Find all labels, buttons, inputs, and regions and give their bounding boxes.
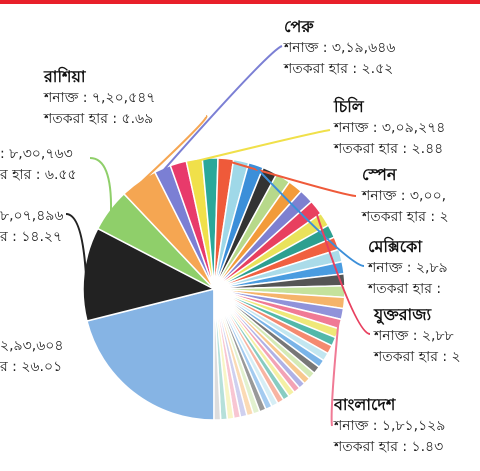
russia-name: রাশিয়া <box>44 67 86 86</box>
peru-rate: শতকরা হার : ২.৫২ <box>284 61 394 77</box>
leader-line-mexico <box>254 166 365 267</box>
spain-name: স্পেন <box>362 165 397 184</box>
label-uk: যুক্তরাজ্য শনাক্ত : ২,৮৮ শতকরা হার : ২ <box>374 304 461 368</box>
pie-slice-48 <box>213 288 222 421</box>
chile-name: চিলি <box>334 97 364 116</box>
spain-rate: শতকরা হার : ২ <box>362 209 449 225</box>
pie-slice-1 <box>82 227 217 322</box>
leader-line-peru <box>162 45 283 172</box>
label-india: : ৮,৩০,৭৬৩ র হার : ৬.৫৫ <box>0 144 77 186</box>
label-russia: রাশিয়া শনাক্ত : ৭,২০,৫৪৭ শতকরা হার : ৫.… <box>44 66 155 130</box>
uk-cases: শনাক্ত : ২,৮৮ <box>374 328 454 344</box>
label-usa: ২,৯৩,৬০৪ র : ২৬.০১ <box>0 336 63 378</box>
leader-line-spain <box>225 159 357 197</box>
usa-cases: ২,৯৩,৬০৪ <box>0 338 64 354</box>
leader-line-usa <box>107 344 136 392</box>
leader-line-bangladesh <box>330 323 340 427</box>
chile-rate: শতকরা হার : ২.৪৪ <box>334 141 444 157</box>
mexico-name: মেক্সিকো <box>368 237 422 256</box>
uk-rate: শতকরা হার : ২ <box>374 349 461 365</box>
brazil-rate: র : ১৪.২৭ <box>0 229 63 245</box>
leader-line-brazil <box>65 213 87 275</box>
peru-cases: শনাক্ত : ৩,১৯,৬৪৬ <box>284 40 396 56</box>
label-chile: চিলি শনাক্ত : ৩,০৯,২৭৪ শতকরা হার : ২.৪৪ <box>334 96 445 160</box>
brazil-cases: ৮,০৭,৪৯৬ <box>0 208 64 224</box>
leader-line-russia <box>139 115 208 185</box>
russia-rate: শতকরা হার : ৫.৬৯ <box>44 111 154 127</box>
spain-cases: শনাক্ত : ৩,০০, <box>362 188 447 204</box>
mexico-cases: শনাক্ত : ২,৮৯ <box>368 260 448 276</box>
label-mexico: মেক্সিকো শনাক্ত : ২,৮৯ শতকরা হার : <box>368 236 448 300</box>
bangladesh-cases: শনাক্ত : ১,৮১,১২৯ <box>334 418 446 434</box>
label-brazil: ৮,০৭,৪৯৬ র : ১৪.২৭ <box>0 206 63 248</box>
leader-line-india <box>89 157 113 212</box>
label-peru: পেরু শনাক্ত : ৩,১৯,৬৪৬ শতকরা হার : ২.৫২ <box>284 16 395 80</box>
label-spain: স্পেন শনাক্ত : ৩,০০, শতকরা হার : ২ <box>362 164 449 228</box>
leader-line-chile <box>194 129 331 163</box>
usa-rate: র : ২৬.০১ <box>0 359 63 375</box>
bangladesh-name: বাংলাদেশ <box>334 395 396 414</box>
russia-cases: শনাক্ত : ৭,২০,৫৪৭ <box>44 90 156 106</box>
label-bangladesh: বাংলাদেশ শনাক্ত : ১,৮১,১২৯ শতকরা হার : ১… <box>334 394 445 458</box>
bangladesh-rate: শতকরা হার : ১.৪৩ <box>334 439 444 455</box>
leader-lines <box>65 45 371 427</box>
pie-slices <box>82 157 346 421</box>
peru-name: পেরু <box>284 17 314 36</box>
leader-line-uk <box>313 208 371 335</box>
pie-slice-0 <box>86 288 215 421</box>
top-accent-bar <box>0 0 480 4</box>
india-rate: র হার : ৬.৫৫ <box>0 167 77 183</box>
chile-cases: শনাক্ত : ৩,০৯,২৭৪ <box>334 120 446 136</box>
india-cases: : ৮,৩০,৭৬৩ <box>0 146 73 162</box>
mexico-rate: শতকরা হার : <box>368 281 442 297</box>
uk-name: যুক্তরাজ্য <box>374 305 432 324</box>
